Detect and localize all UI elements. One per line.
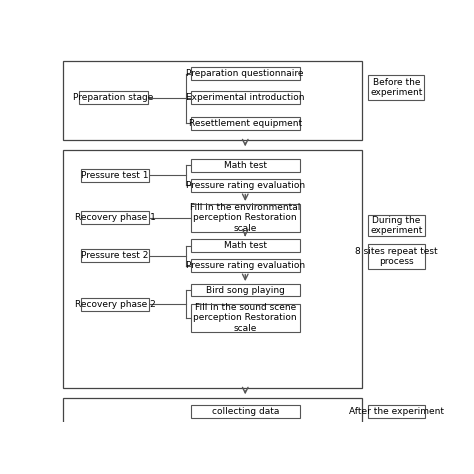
Bar: [191, 159, 300, 172]
Text: Fill in the environmental
perception Restoration
scale: Fill in the environmental perception Res…: [190, 203, 301, 233]
Text: Preparation questionnaire: Preparation questionnaire: [186, 69, 304, 78]
Text: Bird song playing: Bird song playing: [206, 286, 285, 295]
Text: Before the
experiment: Before the experiment: [370, 78, 422, 97]
Text: Recovery phase 2: Recovery phase 2: [75, 300, 155, 309]
Bar: [368, 215, 425, 237]
Bar: [191, 117, 300, 130]
Bar: [191, 179, 300, 191]
Text: Math test: Math test: [224, 161, 267, 170]
Bar: [191, 204, 300, 232]
Bar: [368, 405, 425, 418]
Bar: [368, 75, 424, 100]
Text: Pressure test 2: Pressure test 2: [82, 251, 149, 260]
Bar: [191, 239, 300, 252]
Text: Pressure rating evaluation: Pressure rating evaluation: [186, 261, 305, 270]
Text: Pressure rating evaluation: Pressure rating evaluation: [186, 181, 305, 190]
Text: After the experiment: After the experiment: [349, 407, 444, 416]
Bar: [191, 259, 300, 272]
Text: 8 sites repeat test
process: 8 sites repeat test process: [355, 246, 438, 266]
Bar: [63, 150, 362, 388]
Bar: [191, 304, 300, 332]
Text: Pressure test 1: Pressure test 1: [82, 171, 149, 180]
Text: Preparation stage: Preparation stage: [73, 93, 154, 102]
Text: collecting data: collecting data: [211, 407, 279, 416]
Text: Experimental introduction: Experimental introduction: [186, 93, 304, 102]
Bar: [63, 398, 362, 425]
Bar: [191, 67, 300, 81]
Text: Math test: Math test: [224, 241, 267, 250]
Bar: [79, 91, 148, 104]
Bar: [191, 405, 300, 418]
Bar: [81, 169, 149, 182]
Bar: [368, 244, 425, 269]
Bar: [81, 249, 149, 262]
Text: Fill in the sound scene
perception Restoration
scale: Fill in the sound scene perception Resto…: [193, 303, 297, 333]
Bar: [191, 91, 300, 104]
Bar: [81, 298, 149, 310]
Text: Recovery phase 1: Recovery phase 1: [74, 213, 155, 222]
Text: During the
experiment: During the experiment: [370, 216, 422, 235]
Bar: [81, 211, 149, 224]
Bar: [191, 284, 300, 296]
Text: Resettlement equipment: Resettlement equipment: [189, 118, 302, 128]
Bar: [63, 61, 362, 140]
